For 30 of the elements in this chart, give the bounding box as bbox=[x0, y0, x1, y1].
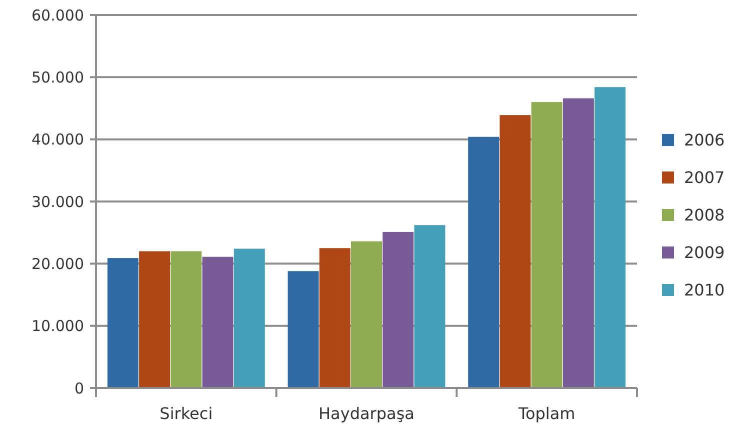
bar bbox=[288, 271, 319, 388]
legend-label: 2006 bbox=[684, 130, 725, 150]
x-tick-label: Haydarpaşa bbox=[318, 404, 414, 423]
y-tick-label: 40.000 bbox=[32, 130, 84, 149]
x-tick-label: Sirkeci bbox=[160, 404, 213, 423]
y-tick-label: 50.000 bbox=[32, 68, 84, 86]
bar bbox=[382, 232, 414, 388]
bar bbox=[234, 248, 265, 388]
bar bbox=[170, 251, 202, 388]
legend-label: 2009 bbox=[684, 243, 725, 262]
bar bbox=[319, 248, 350, 388]
bar bbox=[139, 251, 170, 388]
y-tick-label: 60.000 bbox=[32, 6, 84, 24]
bar bbox=[468, 136, 500, 388]
x-tick-label: Toplam bbox=[517, 404, 576, 423]
bar bbox=[414, 225, 446, 388]
y-tick-label: 10.000 bbox=[32, 317, 84, 336]
bar bbox=[500, 115, 531, 388]
y-tick-label: 30.000 bbox=[32, 192, 84, 211]
bar bbox=[107, 258, 138, 388]
bar bbox=[202, 256, 234, 388]
legend-label: 2010 bbox=[684, 280, 725, 300]
legend-label: 2007 bbox=[684, 168, 725, 188]
bar bbox=[531, 102, 562, 388]
bar bbox=[562, 98, 594, 388]
bar bbox=[594, 87, 626, 388]
y-tick-label: 0 bbox=[74, 379, 84, 398]
bar bbox=[351, 241, 382, 388]
legend-label: 2008 bbox=[684, 206, 725, 225]
y-tick-label: 20.000 bbox=[32, 254, 84, 273]
